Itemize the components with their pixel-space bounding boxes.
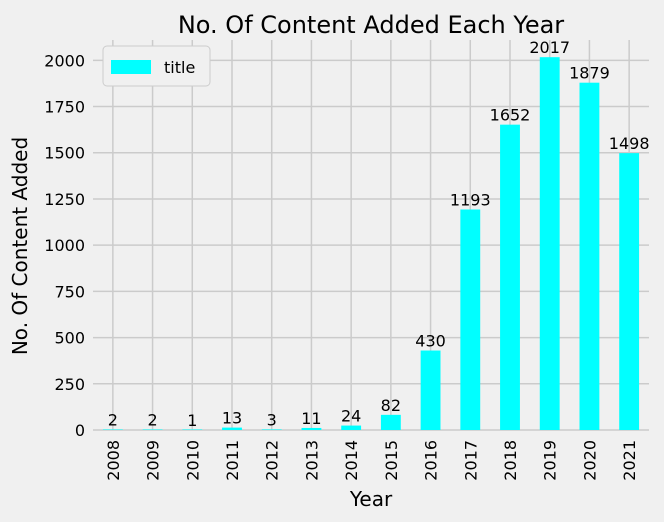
x-tick-label: 2016 bbox=[422, 440, 441, 481]
bar-value-label: 430 bbox=[415, 332, 446, 351]
y-tick-label: 750 bbox=[54, 282, 85, 301]
bar-value-label: 2 bbox=[108, 411, 118, 430]
x-tick-label: 2012 bbox=[263, 440, 282, 481]
legend-box bbox=[102, 45, 211, 87]
bar bbox=[420, 350, 441, 430]
bar-value-label: 3 bbox=[267, 410, 277, 429]
x-tick-label: 2010 bbox=[183, 440, 202, 481]
y-tick-label: 2000 bbox=[44, 51, 85, 70]
bar-value-label: 11 bbox=[301, 409, 321, 428]
bar-value-label: 1652 bbox=[490, 106, 531, 125]
bar bbox=[341, 425, 362, 430]
bar bbox=[182, 429, 203, 430]
bar bbox=[579, 82, 600, 430]
bar bbox=[261, 429, 282, 430]
bar-value-label: 2017 bbox=[529, 38, 570, 57]
y-tick-label: 1750 bbox=[44, 98, 85, 117]
bar bbox=[102, 429, 123, 430]
bar bbox=[222, 427, 242, 430]
x-tick-label: 2019 bbox=[541, 440, 560, 481]
bar-value-label: 2 bbox=[147, 411, 157, 430]
y-tick-label: 0 bbox=[75, 421, 85, 440]
x-tick-label: 2013 bbox=[302, 440, 321, 481]
bar-value-label: 24 bbox=[341, 407, 361, 426]
x-tick-label: 2021 bbox=[620, 440, 639, 481]
x-tick-label: 2008 bbox=[104, 440, 123, 481]
bar bbox=[380, 414, 401, 430]
bar bbox=[539, 57, 560, 430]
bar bbox=[500, 124, 520, 431]
x-tick-label: 2011 bbox=[223, 440, 242, 481]
y-tick-label: 1000 bbox=[44, 236, 85, 255]
legend-label: title bbox=[164, 58, 195, 77]
bar-value-label: 1 bbox=[187, 411, 197, 430]
chart-title: No. Of Content Added Each Year bbox=[178, 11, 564, 39]
x-tick-label: 2015 bbox=[382, 440, 401, 481]
y-tick-label: 500 bbox=[54, 329, 85, 348]
y-tick-label: 1250 bbox=[44, 190, 85, 209]
x-tick-label: 2017 bbox=[461, 440, 480, 481]
bar bbox=[619, 153, 640, 431]
x-tick-label: 2020 bbox=[580, 440, 599, 481]
legend: title bbox=[102, 45, 211, 87]
bar bbox=[142, 429, 163, 430]
legend-swatch bbox=[111, 60, 151, 74]
data-labels: 2 2 1 13 3 11 24 82 430 1193 1652 2017 1879 1498 bbox=[108, 38, 650, 430]
bar bbox=[301, 427, 322, 430]
x-tick-label: 2009 bbox=[144, 440, 163, 481]
bar-value-label: 1879 bbox=[569, 64, 610, 83]
x-tick-label: 2014 bbox=[342, 440, 361, 481]
bar-value-label: 82 bbox=[381, 396, 401, 415]
bar bbox=[460, 209, 481, 430]
bar-value-label: 1193 bbox=[450, 190, 491, 209]
y-tick-label: 250 bbox=[54, 375, 85, 394]
x-axis-title: Year bbox=[349, 487, 393, 511]
bar-value-label: 13 bbox=[222, 409, 242, 428]
x-axis-ticks: 2008 2009 2010 2011 2012 2013 2014 2015 2016 2017… bbox=[104, 440, 639, 481]
y-tick-label: 1500 bbox=[44, 144, 85, 163]
bars bbox=[102, 57, 640, 431]
y-axis-ticks: 0 250 500 750 1000 1250 1500 1750 2000 bbox=[44, 51, 85, 440]
bar-value-label: 1498 bbox=[609, 134, 650, 153]
x-tick-label: 2018 bbox=[501, 440, 520, 481]
y-axis-title: No. Of Content Added bbox=[8, 137, 32, 355]
